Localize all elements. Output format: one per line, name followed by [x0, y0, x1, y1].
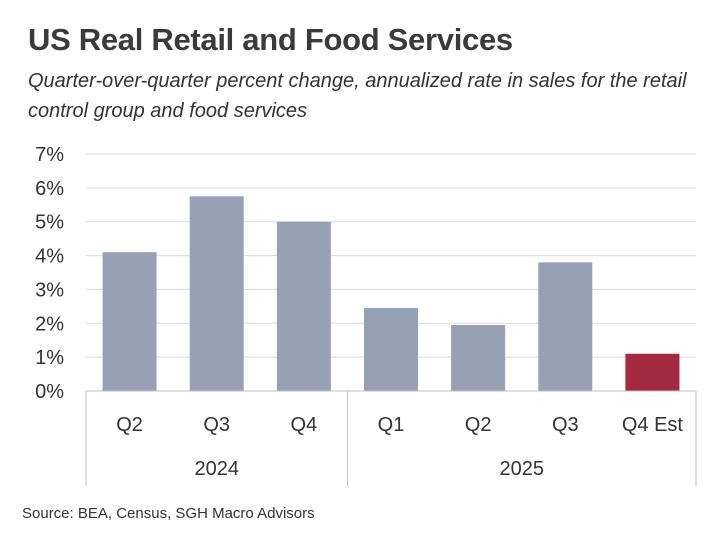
y-tick-label: 7%: [35, 144, 64, 166]
bar: [538, 262, 593, 391]
chart-title: US Real Retail and Food Services: [28, 22, 513, 57]
bar: [102, 252, 157, 391]
x-tick-label: Q4: [291, 414, 318, 436]
y-tick-label: 2%: [35, 313, 64, 335]
bar: [276, 221, 331, 391]
y-tick-label: 0%: [35, 381, 64, 403]
x-tick-label: Q4 Est: [622, 414, 684, 436]
year-group-label: 2024: [194, 458, 239, 480]
x-tick-label: Q1: [378, 414, 405, 436]
x-tick-label: Q3: [203, 414, 230, 436]
bar-estimate: [625, 353, 680, 391]
bar: [189, 196, 244, 391]
bar: [363, 308, 419, 391]
y-tick-label: 5%: [35, 212, 64, 234]
source-note: Source: BEA, Census, SGH Macro Advisors: [22, 505, 315, 522]
x-tick-label: Q3: [552, 414, 579, 436]
y-tick-label: 4%: [35, 246, 64, 268]
year-group-label: 2025: [499, 458, 544, 480]
y-tick-label: 6%: [35, 178, 64, 200]
y-tick-label: 3%: [35, 279, 64, 301]
y-tick-label: 1%: [35, 347, 64, 369]
bar: [451, 324, 506, 391]
chart-subtitle: Quarter-over-quarter percent change, ann…: [28, 70, 687, 122]
x-tick-label: Q2: [116, 414, 143, 436]
x-tick-label: Q2: [465, 414, 492, 436]
